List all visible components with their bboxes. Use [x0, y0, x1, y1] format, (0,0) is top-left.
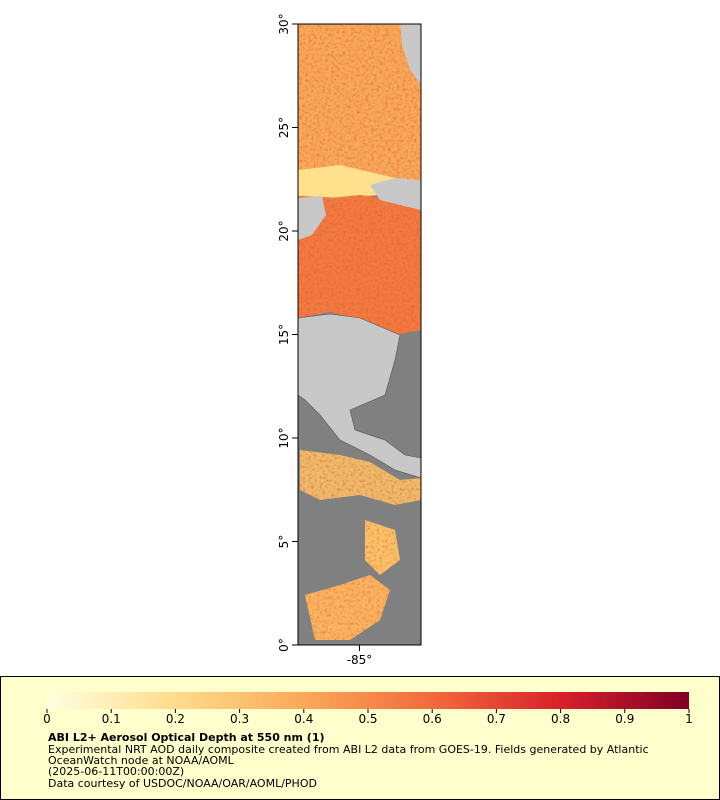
colorbar-tick-label: 0.2: [166, 712, 185, 726]
lat-tick-label: 30°: [277, 13, 291, 34]
lat-tick-label: 20°: [277, 220, 291, 241]
map-panel: [298, 24, 421, 645]
lat-tick-label: 0°: [277, 638, 291, 652]
colorbar-tick-label: 0.9: [615, 712, 634, 726]
land-central-america: [298, 313, 421, 479]
colorbar-tick-label: 0.1: [102, 712, 121, 726]
aod-patch-equator: [305, 575, 390, 640]
lat-tick-label: 5°: [277, 535, 291, 549]
legend-line: (2025-06-11T00:00:00Z): [48, 765, 184, 778]
aod-patch-south: [365, 520, 400, 575]
colorbar-tick-label: 0.7: [487, 712, 506, 726]
lon-tick-label: -85°: [347, 653, 373, 667]
colorbar-tick-label: 1: [685, 712, 693, 726]
legend-title: ABI L2+ Aerosol Optical Depth at 550 nm …: [48, 731, 325, 744]
land-yucatan: [298, 196, 326, 240]
aod-field-caribbean: [298, 195, 421, 335]
legend-line: Experimental NRT AOD daily composite cre…: [48, 743, 649, 756]
colorbar-tick-label: 0: [43, 712, 51, 726]
legend-line: Data courtesy of USDOC/NOAA/OAR/AOML/PHO…: [48, 777, 317, 790]
aod-field-gulf: [298, 24, 421, 200]
lat-tick-label: 25°: [277, 117, 291, 138]
colorbar-tick-label: 0.5: [358, 712, 377, 726]
colorbar: [47, 692, 689, 709]
legend-line: OceanWatch node at NOAA/AOML: [48, 754, 235, 767]
colorbar-tick-label: 0.8: [551, 712, 570, 726]
lat-tick-label: 10°: [277, 427, 291, 448]
colorbar-tick-label: 0.4: [294, 712, 313, 726]
land-florida: [400, 24, 421, 85]
colorbar-tick-label: 0.6: [423, 712, 442, 726]
land-cuba: [370, 178, 421, 210]
aod-low-band: [298, 165, 395, 198]
colorbar-tick-label: 0.3: [230, 712, 249, 726]
aod-patch-pacific: [300, 450, 421, 505]
lat-tick-label: 15°: [277, 324, 291, 345]
